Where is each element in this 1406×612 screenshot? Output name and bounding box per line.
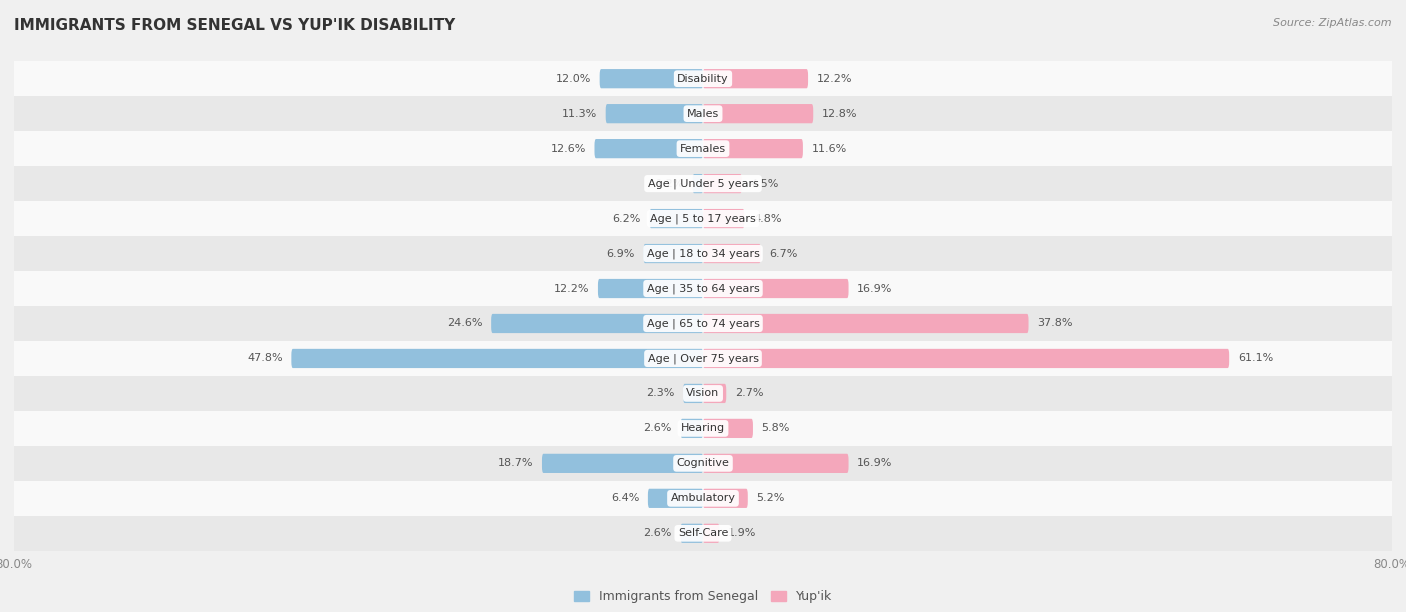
FancyBboxPatch shape [491, 314, 703, 333]
Text: Cognitive: Cognitive [676, 458, 730, 468]
Text: 2.6%: 2.6% [644, 528, 672, 539]
Text: 37.8%: 37.8% [1038, 318, 1073, 329]
FancyBboxPatch shape [541, 453, 703, 473]
Bar [14, 166, 1392, 201]
FancyBboxPatch shape [681, 524, 703, 543]
FancyBboxPatch shape [703, 244, 761, 263]
Text: Males: Males [688, 109, 718, 119]
Legend: Immigrants from Senegal, Yup'ik: Immigrants from Senegal, Yup'ik [574, 591, 832, 603]
Text: 18.7%: 18.7% [498, 458, 533, 468]
Text: 12.0%: 12.0% [555, 73, 591, 84]
Text: 6.9%: 6.9% [606, 248, 636, 258]
Text: 5.8%: 5.8% [762, 424, 790, 433]
Bar [14, 271, 1392, 306]
Text: Vision: Vision [686, 389, 720, 398]
FancyBboxPatch shape [648, 489, 703, 508]
Text: Age | 18 to 34 years: Age | 18 to 34 years [647, 248, 759, 259]
Text: IMMIGRANTS FROM SENEGAL VS YUP'IK DISABILITY: IMMIGRANTS FROM SENEGAL VS YUP'IK DISABI… [14, 18, 456, 34]
FancyBboxPatch shape [703, 349, 1229, 368]
Text: 6.4%: 6.4% [610, 493, 640, 503]
Bar [14, 411, 1392, 446]
Text: 12.8%: 12.8% [823, 109, 858, 119]
Bar [14, 516, 1392, 551]
Text: 12.2%: 12.2% [554, 283, 589, 294]
FancyBboxPatch shape [703, 174, 742, 193]
FancyBboxPatch shape [703, 279, 849, 298]
Text: 2.7%: 2.7% [735, 389, 763, 398]
FancyBboxPatch shape [703, 69, 808, 88]
Text: 5.2%: 5.2% [756, 493, 785, 503]
FancyBboxPatch shape [644, 244, 703, 263]
Text: Females: Females [681, 144, 725, 154]
Text: 1.9%: 1.9% [728, 528, 756, 539]
Text: 47.8%: 47.8% [247, 354, 283, 364]
Bar [14, 131, 1392, 166]
FancyBboxPatch shape [703, 314, 1029, 333]
Text: 4.8%: 4.8% [754, 214, 782, 223]
FancyBboxPatch shape [599, 69, 703, 88]
Text: Age | 35 to 64 years: Age | 35 to 64 years [647, 283, 759, 294]
FancyBboxPatch shape [595, 139, 703, 159]
FancyBboxPatch shape [693, 174, 703, 193]
FancyBboxPatch shape [291, 349, 703, 368]
Text: 11.3%: 11.3% [562, 109, 598, 119]
Text: Disability: Disability [678, 73, 728, 84]
Text: 6.2%: 6.2% [613, 214, 641, 223]
FancyBboxPatch shape [650, 209, 703, 228]
Text: Source: ZipAtlas.com: Source: ZipAtlas.com [1274, 18, 1392, 28]
Bar [14, 201, 1392, 236]
Bar [14, 96, 1392, 131]
Text: 16.9%: 16.9% [858, 283, 893, 294]
Bar [14, 306, 1392, 341]
FancyBboxPatch shape [703, 139, 803, 159]
Bar [14, 236, 1392, 271]
Text: Age | 65 to 74 years: Age | 65 to 74 years [647, 318, 759, 329]
FancyBboxPatch shape [703, 524, 720, 543]
FancyBboxPatch shape [703, 104, 813, 123]
FancyBboxPatch shape [681, 419, 703, 438]
Bar [14, 376, 1392, 411]
Text: 12.2%: 12.2% [817, 73, 852, 84]
Text: Ambulatory: Ambulatory [671, 493, 735, 503]
Text: 2.6%: 2.6% [644, 424, 672, 433]
Text: Age | 5 to 17 years: Age | 5 to 17 years [650, 214, 756, 224]
Text: 1.2%: 1.2% [655, 179, 685, 188]
Text: Age | Under 5 years: Age | Under 5 years [648, 178, 758, 189]
FancyBboxPatch shape [703, 384, 727, 403]
FancyBboxPatch shape [598, 279, 703, 298]
Text: 24.6%: 24.6% [447, 318, 482, 329]
Text: 16.9%: 16.9% [858, 458, 893, 468]
FancyBboxPatch shape [703, 489, 748, 508]
Text: Self-Care: Self-Care [678, 528, 728, 539]
Text: 61.1%: 61.1% [1237, 354, 1272, 364]
FancyBboxPatch shape [606, 104, 703, 123]
Bar [14, 446, 1392, 481]
Text: 12.6%: 12.6% [551, 144, 586, 154]
Bar [14, 341, 1392, 376]
Bar [14, 61, 1392, 96]
Text: 4.5%: 4.5% [751, 179, 779, 188]
Text: 6.7%: 6.7% [769, 248, 797, 258]
Bar [14, 481, 1392, 516]
Text: Age | Over 75 years: Age | Over 75 years [648, 353, 758, 364]
Text: 2.3%: 2.3% [647, 389, 675, 398]
FancyBboxPatch shape [703, 453, 849, 473]
FancyBboxPatch shape [703, 419, 754, 438]
Text: 11.6%: 11.6% [811, 144, 846, 154]
FancyBboxPatch shape [683, 384, 703, 403]
FancyBboxPatch shape [703, 209, 744, 228]
Text: Hearing: Hearing [681, 424, 725, 433]
